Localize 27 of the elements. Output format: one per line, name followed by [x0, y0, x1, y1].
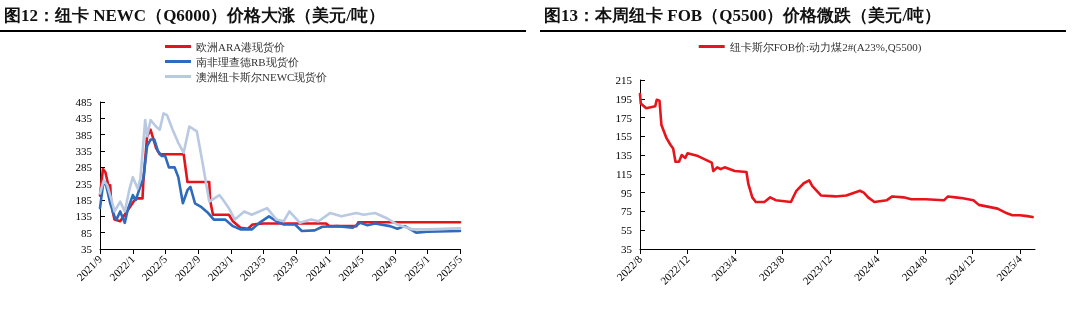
- y-tick-label: 135: [615, 149, 633, 162]
- y-tick-label: 75: [621, 205, 633, 218]
- y-tick-label: 35: [81, 243, 93, 255]
- y-tick-label: 185: [75, 194, 93, 206]
- y-tick-label: 85: [81, 226, 93, 239]
- legend-label: 南非理查德RB现货价: [196, 55, 299, 68]
- y-tick-label: 115: [615, 167, 633, 180]
- y-tick-label: 385: [75, 128, 93, 141]
- legend-label: 澳洲纽卡斯尔NEWC现货价: [196, 70, 328, 83]
- chart-title: 图13：本周纽卡 FOB（Q5500）价格微跌（美元/吨）: [540, 0, 1066, 32]
- y-tick-label: 175: [615, 111, 633, 124]
- legend-label: 纽卡斯尔FOB价:动力煤2#(A23%,Q5500): [729, 40, 922, 54]
- line-series: [638, 92, 1034, 219]
- legend-label: 欧洲ARA港现货价: [196, 40, 286, 53]
- y-tick-label: 135: [75, 210, 93, 223]
- chart-title: 图12：纽卡 NEWC（Q6000）价格大涨（美元/吨）: [0, 0, 526, 32]
- y-tick-label: 335: [75, 145, 93, 157]
- y-tick-label: 235: [75, 177, 93, 190]
- y-tick-label: 35: [621, 243, 633, 255]
- y-tick-label: 195: [615, 92, 633, 105]
- y-tick-label: 435: [75, 112, 93, 125]
- y-tick-label: 285: [75, 161, 93, 174]
- y-tick-label: 55: [621, 224, 633, 237]
- y-tick-label: 95: [621, 186, 633, 199]
- y-tick-label: 485: [75, 96, 93, 108]
- y-tick-label: 215: [615, 74, 633, 86]
- y-tick-label: 155: [615, 130, 633, 143]
